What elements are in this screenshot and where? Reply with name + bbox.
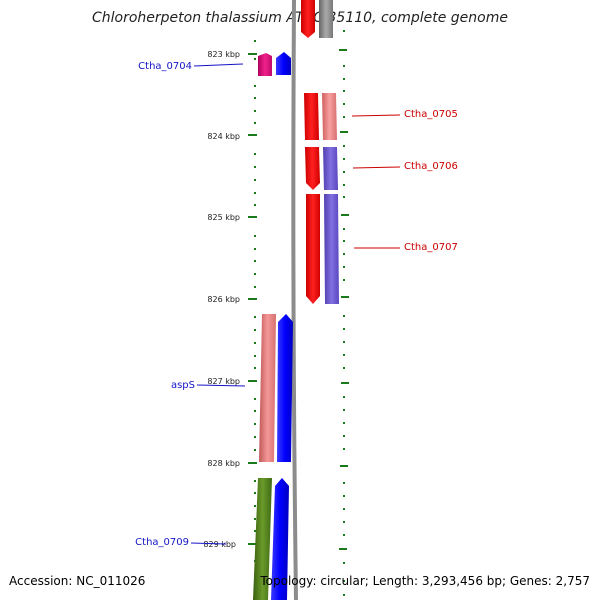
tick-label: 823 kbp <box>207 50 240 59</box>
leader-ctha-0709 <box>190 542 227 545</box>
gene-asps-left[interactable] <box>259 314 276 462</box>
gene-label-asps[interactable]: aspS <box>171 380 195 391</box>
gene-label-ctha-0704[interactable]: Ctha_0704 <box>138 61 192 72</box>
leader-asps <box>196 384 246 387</box>
gene-ctha-0705-salmon[interactable] <box>322 93 337 140</box>
gene-ctha-0705-red[interactable] <box>304 93 319 140</box>
gene-ctha-0707-purple[interactable] <box>324 194 339 304</box>
leader-ctha-0706 <box>352 166 401 169</box>
right-major-ticks <box>339 49 349 550</box>
map-title: Chloroherpeton thalassium ATCC 35110, co… <box>92 10 508 26</box>
tick-label: 828 kbp <box>207 459 240 468</box>
gene-top-partial-gray[interactable] <box>319 0 333 38</box>
gene-ctha-0709-right[interactable] <box>271 478 289 600</box>
gene-ctha-0704-left[interactable] <box>258 53 272 76</box>
leader-ctha-0704 <box>193 63 244 67</box>
tick-label: 827 kbp <box>207 377 240 386</box>
gene-asps-right[interactable] <box>277 314 293 462</box>
tick-label: 825 kbp <box>207 213 240 222</box>
gene-label-ctha-0705[interactable]: Ctha_0705 <box>404 109 458 120</box>
gene-ctha-0707-red[interactable] <box>306 194 320 304</box>
genome-backbone <box>291 0 298 600</box>
right-scale-dots <box>343 30 345 596</box>
gene-ctha-0706-red[interactable] <box>305 147 320 190</box>
gene-labels: Ctha_0704 Ctha_0705 Ctha_0706 Ctha_0707 … <box>135 61 458 548</box>
leader-ctha-0705 <box>351 114 401 117</box>
gene-label-ctha-0706[interactable]: Ctha_0706 <box>404 161 458 172</box>
tick-label: 824 kbp <box>207 132 240 141</box>
genome-summary-text: Topology: circular; Length: 3,293,456 bp… <box>260 574 590 588</box>
left-major-ticks <box>248 53 257 545</box>
gene-label-ctha-0707[interactable]: Ctha_0707 <box>404 242 458 253</box>
gene-ctha-0706-purple[interactable] <box>323 147 338 190</box>
gene-ctha-0704-right[interactable] <box>276 52 291 75</box>
left-scale-dots <box>254 40 256 562</box>
gene-label-ctha-0709[interactable]: Ctha_0709 <box>135 537 189 548</box>
label-leaders <box>190 63 401 545</box>
forward-strand-genes[interactable] <box>253 52 293 600</box>
reverse-strand-genes[interactable] <box>301 0 339 304</box>
accession-text: Accession: NC_011026 <box>9 574 146 588</box>
tick-label: 826 kbp <box>207 295 240 304</box>
tick-label: 829 kbp <box>203 540 236 549</box>
scale-labels: 823 kbp 824 kbp 825 kbp 826 kbp 827 kbp … <box>203 50 240 549</box>
gene-top-partial-red[interactable] <box>301 0 315 38</box>
gene-ctha-0709-left[interactable] <box>253 478 272 600</box>
